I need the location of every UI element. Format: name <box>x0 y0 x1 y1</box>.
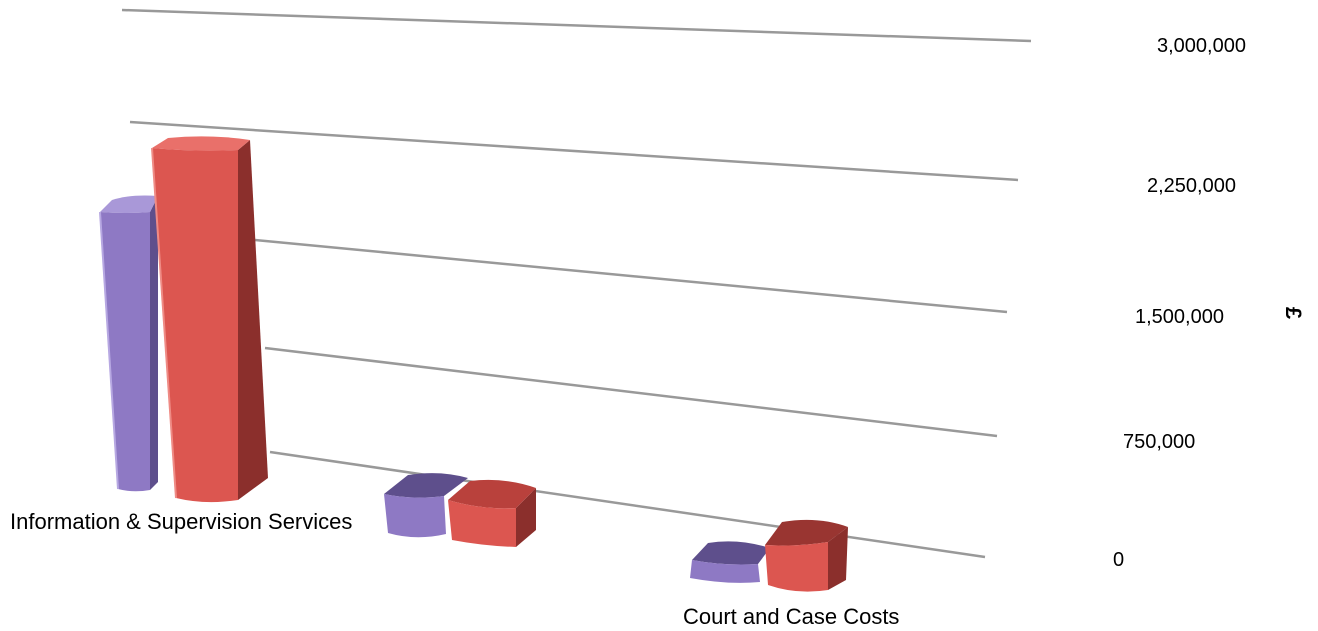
category-label: Court and Case Costs <box>683 604 899 629</box>
bar-series-1-info-supervision <box>99 195 158 492</box>
y-tick-label: 2,250,000 <box>1147 175 1236 197</box>
gridlines <box>121 8 1032 559</box>
gridline-2 <box>254 238 1008 314</box>
bar-series-1-court-case-costs <box>690 541 770 583</box>
bar-series-2-info-supervision <box>151 136 268 503</box>
y-tick-label: 750,000 <box>1123 431 1195 453</box>
bar-series-1-category-2 <box>384 473 468 538</box>
category-label: Information & Supervision Services <box>10 509 352 534</box>
y-tick-label: 3,000,000 <box>1157 35 1246 57</box>
bar-series-2-category-2 <box>448 479 536 547</box>
y-tick-labels: 0 750,000 1,500,000 2,250,000 3,000,000 <box>1113 35 1246 571</box>
y-tick-label: 1,500,000 <box>1135 306 1224 328</box>
bar-series-2-court-case-costs <box>765 519 848 592</box>
y-axis-title: £ <box>1281 307 1306 320</box>
gridline-4 <box>121 8 1032 43</box>
gridline-0 <box>269 450 986 559</box>
category-labels: Information & Supervision Services Court… <box>10 509 899 629</box>
y-tick-label: 0 <box>1113 549 1124 571</box>
bars <box>99 136 848 592</box>
gridline-1 <box>264 346 998 438</box>
gridline-3 <box>129 120 1019 182</box>
